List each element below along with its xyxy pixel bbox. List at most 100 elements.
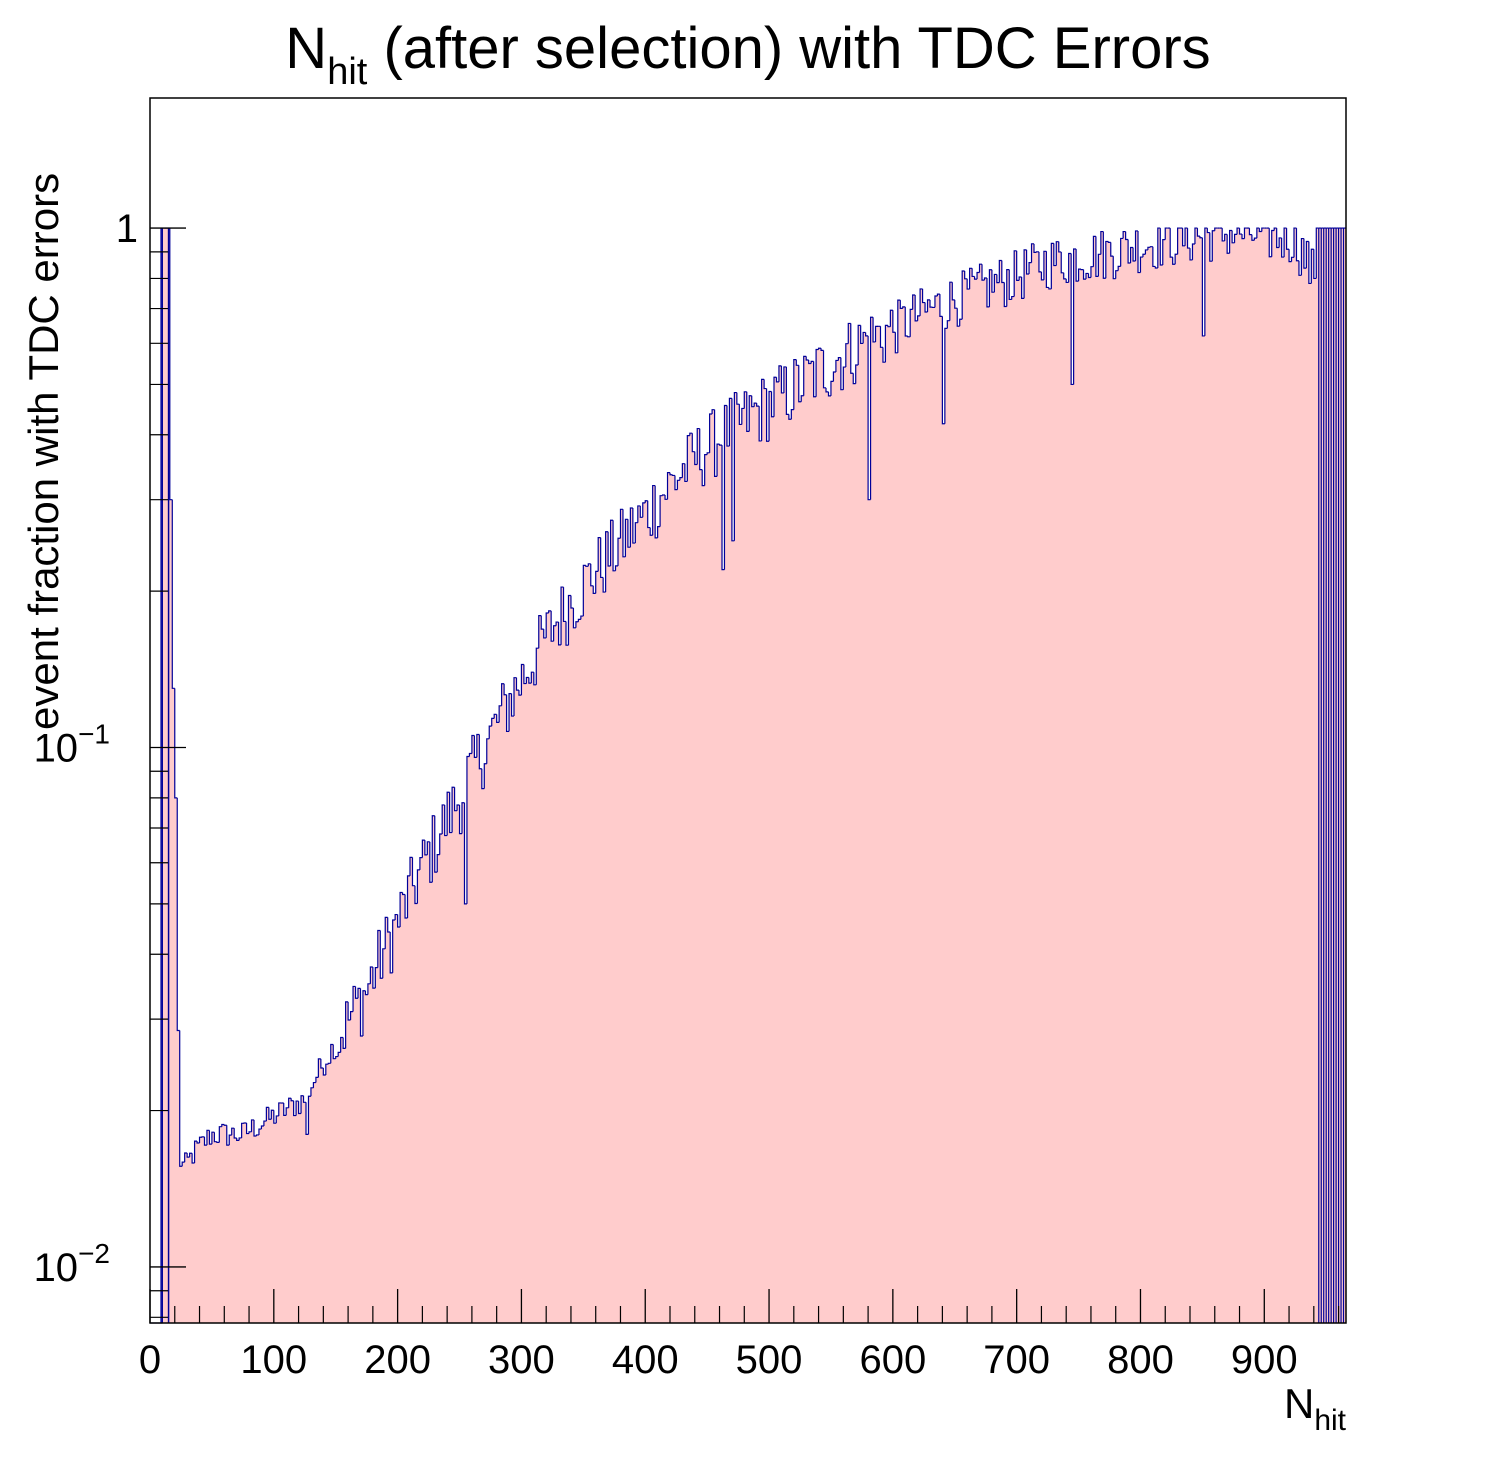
histogram-bin — [602, 577, 606, 593]
histogram-bin — [1100, 230, 1104, 255]
histogram-bin — [1288, 249, 1292, 263]
histogram-bin — [560, 586, 564, 645]
histogram-bin — [345, 1001, 349, 1049]
histogram-bin — [793, 359, 797, 410]
histogram-bin — [1251, 234, 1255, 241]
histogram-bin — [617, 537, 621, 566]
histogram-bin — [1233, 233, 1238, 243]
histogram-bin — [493, 713, 497, 719]
histogram-bin — [216, 1141, 220, 1143]
histogram-bin — [1283, 227, 1287, 258]
histogram-bin — [198, 1136, 202, 1144]
histogram-bin — [674, 475, 678, 491]
histogram-bin — [867, 335, 871, 501]
histogram-bin — [478, 734, 482, 770]
histogram-bin — [1110, 242, 1114, 257]
histogram-bin — [696, 427, 700, 465]
histogram-bin — [1196, 228, 1200, 237]
histogram-bin — [491, 717, 495, 727]
histogram-bin — [666, 472, 670, 500]
histogram-bin — [295, 1100, 299, 1116]
histogram-bin — [364, 990, 368, 996]
histogram-bin — [1063, 272, 1067, 280]
histogram-bin — [476, 733, 480, 758]
histogram-bin — [1231, 230, 1235, 244]
histogram-bin — [260, 1125, 264, 1130]
histogram-bin — [1016, 250, 1020, 281]
y-axis-title: event fraction with TDC errors — [20, 173, 67, 730]
histogram-bin — [587, 563, 591, 567]
histogram-bin — [1162, 239, 1166, 266]
histogram-bin — [434, 815, 438, 873]
histogram-bin — [716, 443, 720, 477]
histogram-bin — [860, 325, 864, 345]
histogram-bin — [1018, 276, 1022, 281]
histogram-bin — [270, 1109, 274, 1120]
histogram-bin — [1313, 249, 1317, 280]
histogram-bin — [399, 891, 403, 927]
histogram-bin — [1105, 240, 1109, 279]
histogram-bin — [738, 404, 742, 426]
histogram-bin — [206, 1129, 210, 1146]
histogram-bin — [523, 664, 527, 685]
histogram-bin — [813, 361, 817, 398]
y-tick-label: 1 — [116, 207, 138, 251]
histogram-bin — [778, 365, 782, 382]
histogram-bin — [278, 1102, 282, 1116]
histogram-bin — [446, 791, 450, 836]
histogram-bin — [761, 378, 765, 441]
histogram-bin — [557, 622, 562, 646]
histogram-bin — [320, 1058, 324, 1069]
histogram-bin — [486, 738, 490, 764]
histogram-bin — [723, 404, 727, 570]
histogram-bin — [503, 683, 507, 696]
histogram-bin — [1172, 257, 1176, 265]
histogram-bin — [387, 917, 391, 933]
histogram-bins — [150, 227, 1346, 1324]
histogram-bin — [461, 802, 465, 834]
histogram-bin — [265, 1106, 269, 1122]
histogram-bin — [416, 869, 420, 904]
histogram-bin — [887, 325, 891, 328]
histogram-bin — [1201, 237, 1205, 337]
histogram-bin — [746, 391, 750, 432]
histogram-bin — [389, 932, 393, 974]
histogram-bin — [817, 347, 822, 350]
histogram-bin — [297, 1101, 302, 1115]
histogram-bin — [555, 621, 559, 626]
histogram-bin — [788, 414, 792, 420]
histogram-bin — [1134, 230, 1138, 261]
axes: 0 100 200 300 400 500 600 700 800 900 1 10−1 10−2 — [34, 207, 1340, 1382]
histogram-bin — [404, 894, 408, 919]
histogram-bin — [394, 913, 398, 920]
histogram-bin — [401, 892, 406, 896]
histogram-bin — [1137, 230, 1141, 274]
histogram-bin — [862, 331, 866, 344]
histogram-bin — [1144, 249, 1148, 255]
histogram-bin — [966, 278, 970, 290]
y-tick-label: 10−1 — [34, 719, 110, 771]
histogram-bin — [1013, 250, 1017, 297]
histogram-bin — [466, 755, 470, 904]
histogram-bin — [553, 625, 557, 642]
histogram-bin — [902, 306, 906, 309]
histogram-bin — [981, 264, 985, 281]
histogram-bin — [570, 595, 574, 609]
histogram-bin — [397, 914, 401, 928]
histogram-bin — [518, 690, 522, 696]
histogram-bin — [998, 259, 1002, 283]
histogram-bin — [889, 309, 893, 327]
histogram-bin — [1058, 241, 1062, 253]
histogram-bin — [211, 1131, 215, 1145]
histogram-bin — [300, 1095, 304, 1114]
histogram-bin — [941, 316, 945, 425]
histogram-bin — [1001, 260, 1005, 284]
histogram-bin — [263, 1120, 267, 1126]
histogram-bin — [748, 395, 752, 432]
histogram-bin — [196, 1141, 200, 1144]
histogram-bin — [352, 985, 356, 1012]
histogram-bin — [456, 804, 460, 811]
histogram-bin — [174, 688, 178, 799]
histogram-bin — [208, 1130, 212, 1145]
histogram-bin — [1303, 238, 1307, 269]
